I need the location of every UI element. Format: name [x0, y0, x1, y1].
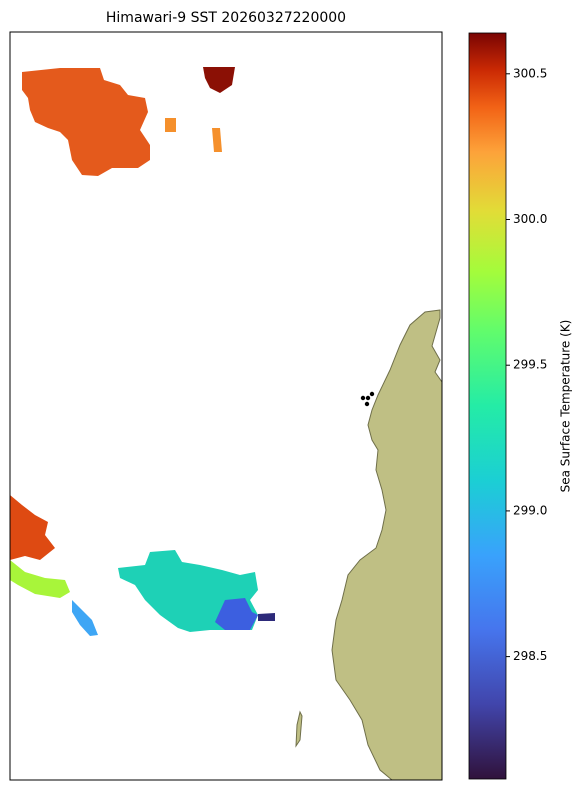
marker	[360, 395, 366, 401]
colorbar-tick-label: 299.5	[513, 358, 547, 372]
sst-patch	[10, 560, 70, 598]
sst-patch	[10, 495, 55, 560]
colorbar-tick-label: 299.0	[513, 503, 547, 517]
colorbar-tick-label: 300.5	[513, 66, 547, 80]
map-frame	[9, 31, 443, 781]
colorbar	[468, 32, 507, 780]
markers	[360, 391, 375, 407]
marker	[364, 401, 370, 407]
sst-patch	[165, 118, 176, 132]
colorbar-tick-label: 300.0	[513, 212, 547, 226]
marker	[365, 395, 371, 401]
map	[9, 31, 443, 781]
marker	[369, 391, 375, 397]
colorbar-tick-label: 298.5	[513, 649, 547, 663]
sst-patch	[72, 600, 98, 636]
sst-patch	[212, 128, 222, 152]
colorbar-label: Sea Surface Temperature (K)	[559, 320, 573, 493]
sst-patch	[203, 67, 235, 93]
sst-patch	[215, 598, 258, 630]
sst-patch	[258, 613, 275, 621]
sst-patch	[22, 68, 150, 176]
land	[295, 710, 303, 748]
map-title: Himawari-9 SST 20260327220000	[106, 10, 346, 26]
